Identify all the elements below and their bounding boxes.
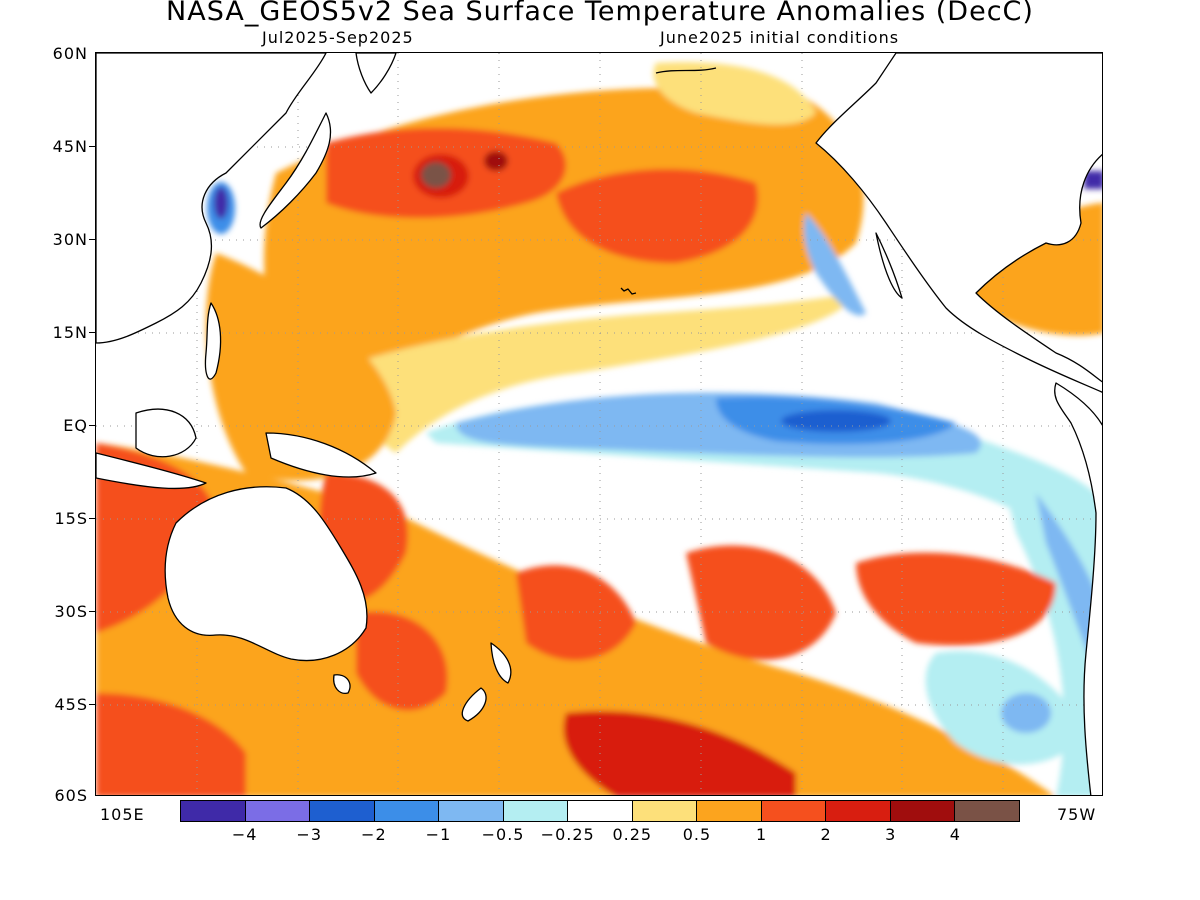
colorbar-label: 2 [820,825,832,844]
colorbar-swatch [503,801,569,821]
colorbar-swatch [826,801,891,821]
landmass-baja [875,232,903,299]
colorbar-swatch [761,801,827,821]
warm-streak-southwest [96,693,246,795]
lat-label-30n: 30N [52,230,88,249]
lat-label-15s: 15S [54,509,88,528]
warm-core-south-central [516,565,636,661]
map-title: NASA_GEOS5v2 Sea Surface Temperature Ano… [166,0,1034,27]
lat-tick [89,239,95,240]
valid-period: Jul2025-Sep2025 [262,28,414,47]
cold-spot-japan-sea-core [214,187,228,219]
lat-label-60n: 60N [52,44,88,63]
colorbar-swatch [632,801,698,821]
colorbar-label: −2 [361,825,387,844]
extreme-spot-kuroshio [421,162,451,188]
landmass-australia [164,486,368,662]
colorbar-swatch [374,801,440,821]
colorbar-label: 0.25 [612,825,653,844]
lon-label-east: 75W [1057,805,1097,824]
warm-core-southwest [96,443,216,633]
landmass-borneo [135,408,197,458]
colorbar-label: 0.5 [682,825,712,844]
lat-tick [89,518,95,519]
landmass-new-zealand-north [490,642,512,684]
colorbar-swatch [568,801,633,821]
landmass-asia [96,53,327,344]
landmass-philippines [204,302,222,380]
lat-tick [89,332,95,333]
coastlines [96,53,1102,795]
lat-tick [89,425,95,426]
lat-label-60s: 60S [54,786,88,805]
mild-warm-fringe [296,293,856,453]
colorbar-swatch [245,801,311,821]
map-frame [95,52,1103,796]
colorbar-label: 4 [949,825,961,844]
landmass-new-zealand-south [461,687,487,722]
colorbar-swatch [955,801,1019,821]
warm-pool-west [206,253,396,481]
lat-label-30s: 30S [54,602,88,621]
colorbar [180,800,1020,822]
landmass-south-america [1054,382,1102,795]
lat-tick [89,704,95,705]
warm-core-tasman [356,611,448,711]
hot-spot-east [484,151,508,171]
colorbar-label: −1 [425,825,452,844]
lat-label-45n: 45N [52,137,88,156]
colorbar-label: 3 [885,825,897,844]
warm-core-far-east [856,552,1056,646]
colorbar-swatch [310,801,375,821]
lat-tick [89,611,95,612]
landmass-sumatra-java [96,452,207,490]
lat-tick [89,146,95,147]
colorbar-swatch [697,801,762,821]
anomaly-fields [96,53,1102,795]
landmass-tasmania [333,674,351,694]
coastal-cold-california [804,213,866,316]
warm-streak-south [563,711,796,795]
colorbar-label: 1 [755,825,768,844]
cool-patch-southeast-core [1001,693,1051,733]
landmass-hawaii [620,287,637,295]
coastal-cold-east [996,453,1102,795]
landmass-new-guinea [265,432,377,478]
landmass-japan [259,112,332,229]
colorbar-swatch [181,801,246,821]
initial-conditions: June2025 initial conditions [660,28,900,47]
coastal-cold-core [1036,493,1102,689]
warm-core-central [556,169,758,263]
lon-label-west: 105E [100,805,145,824]
colorbar-label: −0.25 [540,825,595,844]
cold-core [781,410,891,432]
landmass-aleutians [655,67,717,74]
lat-label-eq: EQ [63,416,88,435]
lat-label-45s: 45S [54,695,88,714]
mild-warm-northeast [653,62,816,125]
colorbar-swatch [890,801,956,821]
colorbar-swatch [439,801,504,821]
landmass-kamchatka [355,53,397,94]
lat-label-15n: 15N [52,323,88,342]
cold-atlantic-coast [1084,171,1102,189]
sst-anomaly-map [96,53,1102,795]
landmass-north-america [815,53,1102,393]
colorbar-label: −4 [231,825,258,844]
warm-core-south-east [686,545,836,660]
colorbar-label: −0.5 [481,825,525,844]
colorbar-label: −3 [296,825,323,844]
